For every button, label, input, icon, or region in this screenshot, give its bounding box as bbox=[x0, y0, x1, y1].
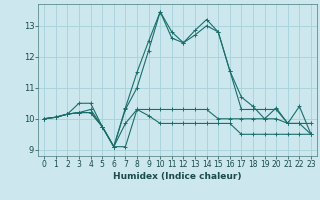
X-axis label: Humidex (Indice chaleur): Humidex (Indice chaleur) bbox=[113, 172, 242, 181]
